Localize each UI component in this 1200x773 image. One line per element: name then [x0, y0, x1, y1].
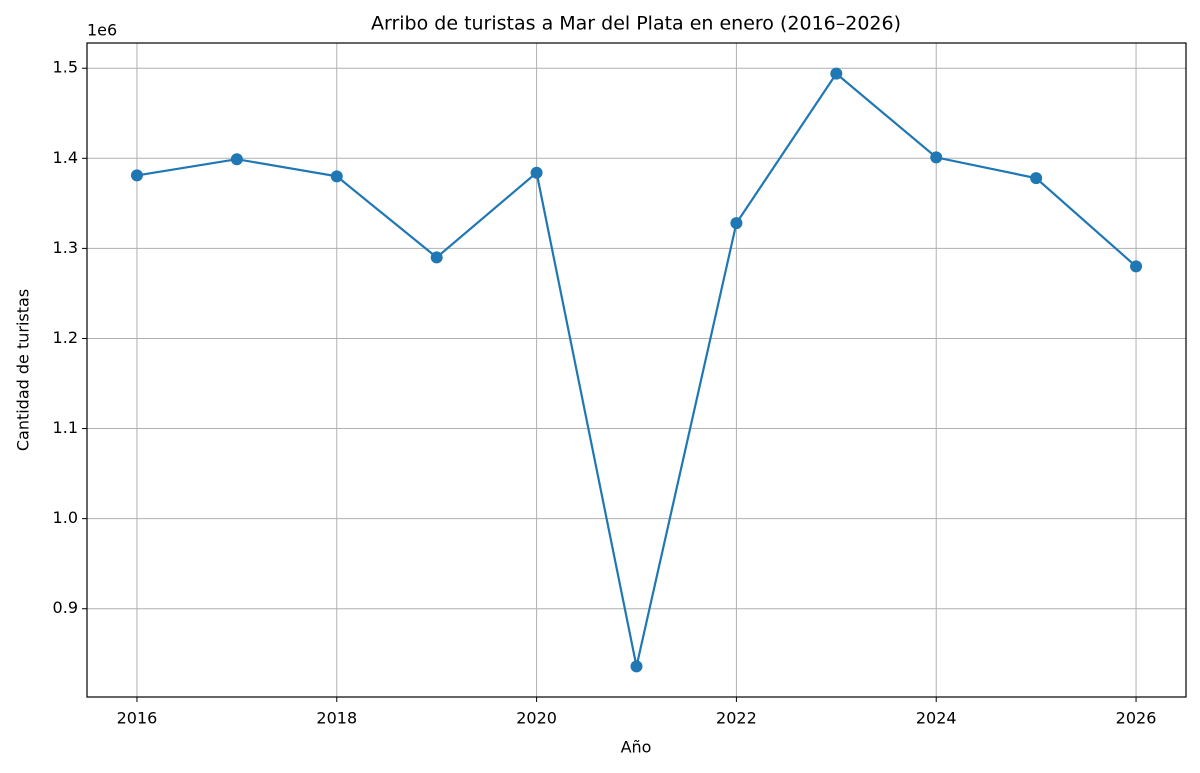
x-tick-label: 2020 [516, 709, 557, 728]
x-tick-label: 2024 [916, 709, 957, 728]
marker [1030, 172, 1043, 185]
y-axis-label: Cantidad de turistas [14, 289, 33, 451]
y-tick-label: 1.3 [53, 238, 78, 257]
x-axis-label: Año [621, 738, 652, 757]
x-tick-label: 2022 [716, 709, 757, 728]
marker [830, 67, 843, 80]
marker [930, 151, 943, 164]
plot-frame [86, 42, 1187, 698]
y-tick-label: 1.5 [53, 58, 78, 77]
marker [730, 217, 743, 230]
line [136, 71, 1137, 667]
x-tick-label: 2016 [117, 709, 158, 728]
marker [130, 169, 143, 182]
x-tick-label: 2026 [1116, 709, 1157, 728]
y-tick-label: 1.4 [53, 148, 78, 167]
y-tick-label: 0.9 [53, 598, 78, 617]
marker [230, 153, 243, 166]
y-tick-label: 1.2 [53, 328, 78, 347]
marker [430, 251, 443, 264]
x-tick-label: 2018 [316, 709, 357, 728]
marker [1130, 260, 1143, 273]
chart-title: Arribo de turistas a Mar del Plata en en… [371, 13, 901, 35]
y-tick-label: 1.0 [53, 508, 78, 527]
marker [630, 660, 643, 673]
marker [330, 170, 343, 183]
y-offset-label: 1e6 [87, 21, 117, 40]
marker [530, 166, 543, 179]
y-tick-label: 1.1 [53, 418, 78, 437]
